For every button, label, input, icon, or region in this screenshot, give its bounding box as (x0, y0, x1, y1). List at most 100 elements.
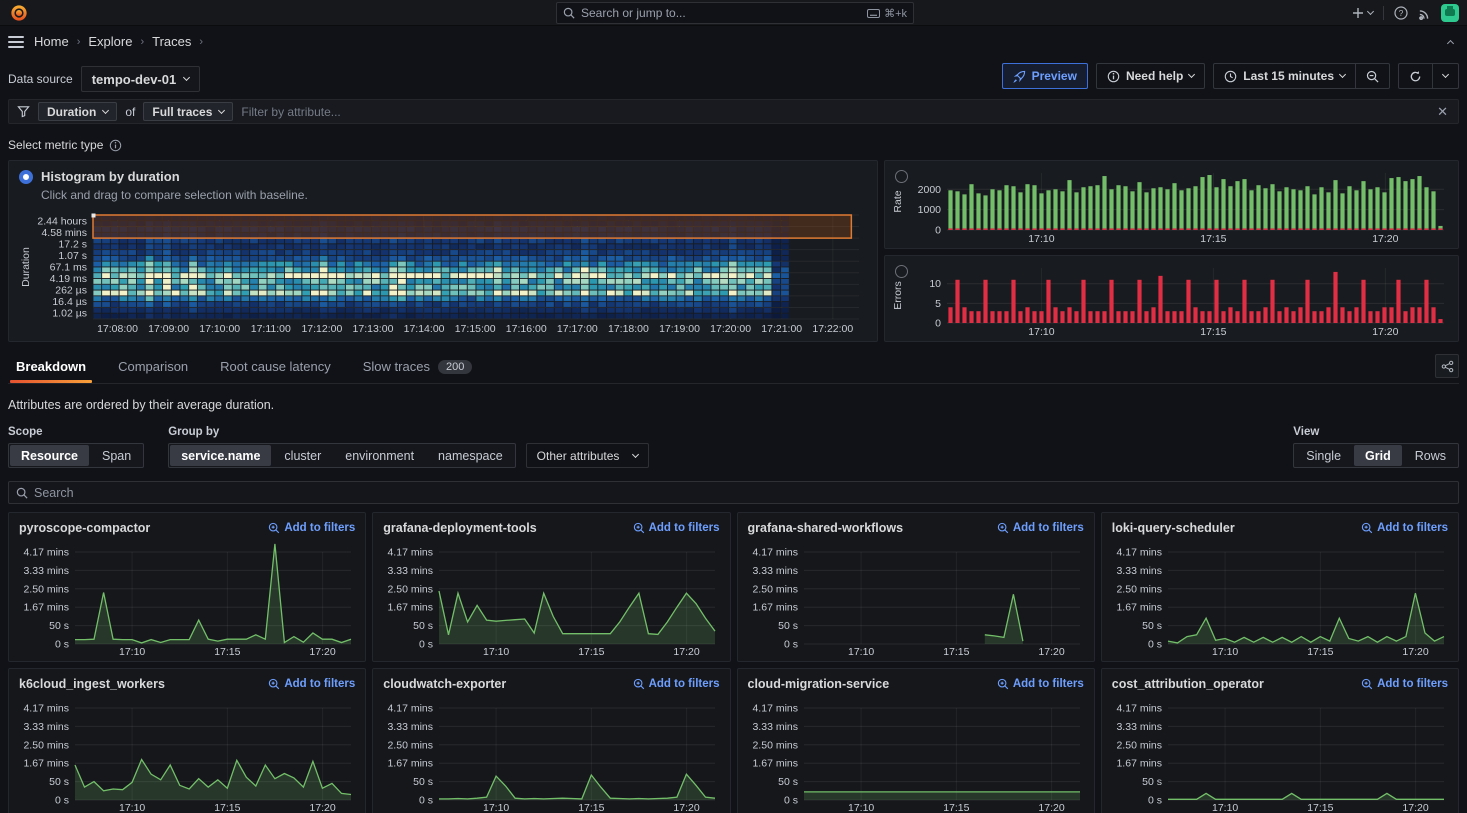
scope-resource[interactable]: Resource (10, 445, 89, 466)
new-menu-button[interactable] (1352, 7, 1375, 19)
trace-type-select[interactable]: Full traces (143, 102, 234, 121)
breadcrumb-row: Home › Explore › Traces › (0, 26, 1467, 57)
chevron-up-icon[interactable] (1446, 39, 1455, 47)
svg-text:17:15: 17:15 (1307, 646, 1333, 658)
grafana-logo-icon[interactable] (10, 4, 28, 22)
funnel-icon (17, 106, 30, 118)
svg-text:2.50 mins: 2.50 mins (752, 583, 798, 595)
datasource-picker[interactable]: tempo-dev-01 (80, 66, 201, 92)
svg-text:4.19 ms: 4.19 ms (50, 273, 87, 285)
tab-comparison[interactable]: Comparison (118, 359, 189, 374)
clock-icon (1225, 70, 1237, 82)
service-duration-chart[interactable]: 4.17 mins 3.33 mins 2.50 mins 1.67 mins 50 s… (13, 699, 359, 813)
global-search[interactable]: ⌘+k (556, 2, 914, 24)
svg-text:17:10: 17:10 (847, 802, 873, 813)
service-duration-chart[interactable]: 4.17 mins 3.33 mins 2.50 mins 1.67 mins 50 s… (13, 543, 359, 659)
service-duration-chart[interactable]: 4.17 mins 3.33 mins 2.50 mins 1.67 mins 50 s… (742, 699, 1088, 813)
svg-text:3.33 mins: 3.33 mins (23, 565, 69, 577)
svg-text:3.33 mins: 3.33 mins (388, 721, 434, 733)
share-button[interactable] (1435, 354, 1459, 378)
groupby-namespace[interactable]: namespace (438, 448, 503, 463)
preview-button[interactable]: Preview (1001, 63, 1088, 89)
filter-attribute-input[interactable]: Filter by attribute... (241, 104, 341, 119)
menu-icon[interactable] (8, 35, 24, 48)
errors-chart[interactable]: 0 5 10 17:10 17:15 17:20 Errors (891, 260, 1450, 339)
breadcrumb-traces[interactable]: Traces (152, 34, 192, 49)
add-to-filters-button[interactable]: Add to filters (633, 522, 720, 534)
add-to-filters-button[interactable]: Add to filters (268, 522, 355, 534)
service-search[interactable] (8, 481, 1459, 504)
service-panel: grafana-shared-workflows Add to filters … (736, 512, 1095, 662)
view-rows[interactable]: Rows (1414, 448, 1446, 463)
global-search-input[interactable] (581, 6, 862, 20)
tab-slow-traces[interactable]: Slow traces 200 (355, 353, 481, 383)
service-duration-chart[interactable]: 4.17 mins 3.33 mins 2.50 mins 1.67 mins 50 s… (377, 699, 723, 813)
service-panel-title: grafana-deployment-tools (383, 521, 537, 535)
add-to-filters-button[interactable]: Add to filters (1361, 678, 1448, 690)
groupby-service-name[interactable]: service.name (170, 445, 272, 466)
tab-root-cause-latency[interactable]: Root cause latency (220, 359, 331, 374)
add-to-filters-button[interactable]: Add to filters (268, 678, 355, 690)
service-duration-chart[interactable]: 4.17 mins 3.33 mins 2.50 mins 1.67 mins 50 s… (742, 543, 1088, 659)
zoom-out-button[interactable] (1356, 63, 1390, 89)
groupby-environment[interactable]: environment (345, 448, 415, 463)
search-plus-icon (633, 678, 644, 690)
svg-text:17:10: 17:10 (119, 802, 145, 813)
svg-text:17:22:00: 17:22:00 (812, 323, 853, 335)
scope-label: Scope (8, 426, 43, 438)
user-avatar[interactable] (1441, 4, 1459, 22)
metric-select[interactable]: Duration (38, 102, 118, 121)
errors-radio[interactable] (895, 265, 908, 278)
svg-text:2.50 mins: 2.50 mins (23, 739, 69, 751)
service-duration-chart[interactable]: 4.17 mins 3.33 mins 2.50 mins 1.67 mins 50 s… (1106, 699, 1452, 813)
svg-text:2.50 mins: 2.50 mins (1116, 583, 1162, 595)
svg-text:17:08:00: 17:08:00 (97, 323, 138, 335)
add-to-filters-button[interactable]: Add to filters (633, 678, 720, 690)
refresh-interval-dropdown[interactable] (1433, 63, 1459, 89)
svg-text:4.17 mins: 4.17 mins (23, 547, 69, 559)
search-plus-icon (997, 522, 1009, 534)
info-icon[interactable] (109, 139, 122, 152)
view-grid[interactable]: Grid (1354, 445, 1402, 466)
svg-text:50 s: 50 s (413, 776, 433, 788)
add-to-filters-button[interactable]: Add to filters (1361, 522, 1448, 534)
other-attributes-select[interactable]: Other attributes (525, 443, 650, 468)
groupby-label: Group by (168, 426, 220, 438)
histogram-radio[interactable] (19, 169, 33, 184)
service-duration-chart[interactable]: 4.17 mins 3.33 mins 2.50 mins 1.67 mins 50 s… (377, 543, 723, 659)
svg-text:2.50 mins: 2.50 mins (388, 583, 434, 595)
service-search-input[interactable] (34, 485, 1451, 500)
refresh-icon (1410, 70, 1421, 81)
svg-text:0 s: 0 s (419, 795, 433, 807)
svg-text:0 s: 0 s (419, 639, 433, 651)
svg-text:17:20: 17:20 (674, 646, 700, 658)
add-to-filters-button[interactable]: Add to filters (997, 678, 1084, 690)
scope-span[interactable]: Span (101, 448, 132, 463)
svg-text:17:15: 17:15 (1200, 233, 1226, 245)
groupby-cluster[interactable]: cluster (284, 448, 322, 463)
close-icon[interactable]: ✕ (1437, 103, 1448, 119)
svg-text:17:10: 17:10 (1212, 802, 1238, 813)
attributes-note: Attributes are ordered by their average … (8, 398, 275, 412)
duration-heatmap[interactable]: 17:08:00 17:09:00 17:10:00 17:11:00 17:12:00… (19, 213, 867, 337)
rate-radio[interactable] (895, 170, 908, 183)
help-icon[interactable]: ? (1394, 6, 1408, 20)
keyboard-icon (867, 8, 881, 18)
service-duration-chart[interactable]: 4.17 mins 3.33 mins 2.50 mins 1.67 mins 50 s… (1106, 543, 1452, 659)
share-icon (1441, 360, 1453, 372)
tab-breakdown[interactable]: Breakdown (8, 353, 94, 383)
plus-icon (1353, 8, 1363, 18)
toolbar: Data source tempo-dev-01 Preview Need he… (0, 57, 1467, 97)
svg-text:4.17 mins: 4.17 mins (23, 703, 69, 715)
breadcrumb-home[interactable]: Home (34, 34, 69, 49)
view-single[interactable]: Single (1306, 448, 1342, 463)
refresh-button[interactable] (1398, 63, 1433, 89)
news-rss-icon[interactable] (1418, 7, 1431, 20)
breadcrumb-explore[interactable]: Explore (88, 34, 133, 49)
time-range-picker[interactable]: Last 15 minutes (1213, 63, 1356, 89)
add-to-filters-button[interactable]: Add to filters (997, 522, 1084, 534)
need-help-button[interactable]: Need help (1095, 63, 1206, 89)
service-panel-title: loki-query-scheduler (1111, 521, 1235, 535)
rate-chart[interactable]: 0 1000 2000 17:10 17:15 17:20 Rate (891, 165, 1450, 246)
svg-text:17:10: 17:10 (1028, 326, 1054, 338)
